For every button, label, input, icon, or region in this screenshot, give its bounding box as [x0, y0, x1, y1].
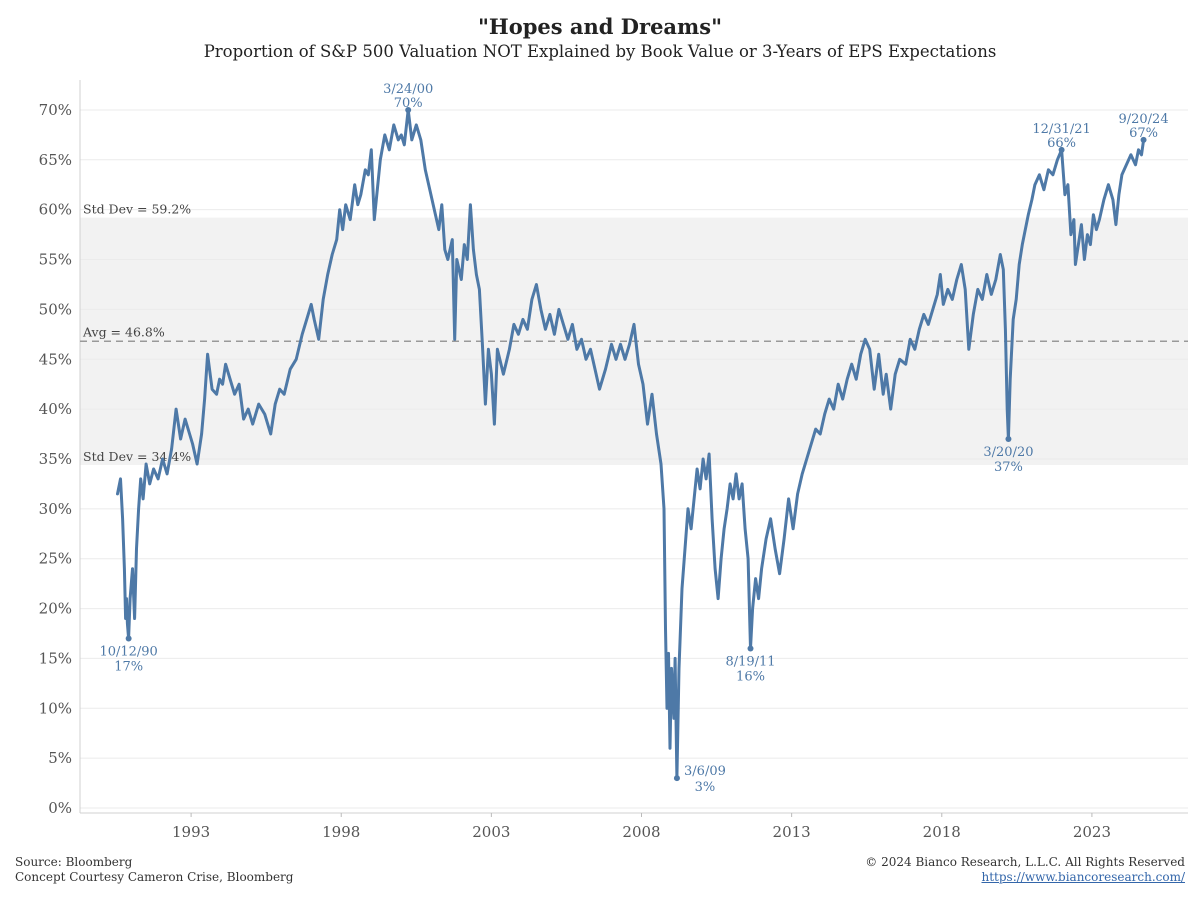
annotation-value: 17% — [114, 659, 143, 674]
y-tick-label: 20% — [39, 600, 72, 618]
annotation-date: 9/20/24 — [1118, 112, 1168, 127]
chart-subtitle: Proportion of S&P 500 Valuation NOT Expl… — [203, 42, 997, 61]
y-tick-label: 0% — [48, 799, 72, 817]
x-tick-label: 2003 — [472, 823, 510, 841]
y-tick-label: 55% — [39, 251, 72, 269]
annotation-value: 16% — [736, 669, 765, 684]
annotation-date: 3/20/20 — [983, 445, 1033, 460]
y-tick-label: 45% — [39, 350, 72, 368]
copyright-note: © 2024 Bianco Research, L.L.C. All Right… — [865, 855, 1185, 869]
annotation-marker — [405, 106, 412, 113]
annotation-marker — [673, 775, 680, 782]
x-tick-label: 1998 — [322, 823, 360, 841]
y-tick-label: 50% — [39, 300, 72, 318]
annotation-marker — [125, 635, 132, 642]
x-tick-label: 2023 — [1073, 823, 1111, 841]
y-tick-label: 70% — [39, 101, 72, 119]
y-tick-label: 65% — [39, 151, 72, 169]
x-tick-label: 1993 — [172, 823, 210, 841]
annotation-marker — [1140, 136, 1147, 143]
annotation-marker — [1058, 146, 1065, 153]
annotation-value: 67% — [1129, 126, 1158, 141]
y-tick-label: 35% — [39, 450, 72, 468]
y-tick-label: 60% — [39, 201, 72, 219]
y-tick-label: 30% — [39, 500, 72, 518]
annotation-date: 8/19/11 — [725, 654, 775, 669]
annotation-date: 10/12/90 — [99, 644, 157, 659]
source-note: Source: Bloomberg — [15, 855, 133, 869]
annotation-value: 3% — [695, 780, 716, 795]
std-dev-upper-label: Std Dev = 59.2% — [83, 202, 191, 217]
y-tick-label: 5% — [48, 749, 72, 767]
y-tick-label: 40% — [39, 400, 72, 418]
chart-title: "Hopes and Dreams" — [477, 14, 723, 39]
annotation-marker — [747, 645, 754, 652]
y-tick-label: 25% — [39, 550, 72, 568]
x-tick-label: 2008 — [622, 823, 660, 841]
series-line — [116, 108, 1146, 780]
annotation-date: 12/31/21 — [1032, 122, 1090, 137]
annotation-marker — [1005, 436, 1012, 443]
std-dev-lower-label: Std Dev = 34.4% — [83, 449, 191, 464]
y-tick-label: 10% — [39, 699, 72, 717]
annotation-value: 66% — [1047, 136, 1076, 151]
annotation-date: 3/6/09 — [684, 764, 726, 779]
x-tick-label: 2013 — [773, 823, 811, 841]
annotation-value: 37% — [994, 460, 1023, 475]
x-tick-label: 2018 — [923, 823, 961, 841]
annotation-date: 3/24/00 — [383, 82, 433, 97]
chart-svg: 0% 5% 10% 15% 20% 25% 30% 35% 40% 45% 50% 55% 60% 65%… — [39, 80, 1188, 841]
average-label: Avg = 46.8% — [82, 324, 165, 339]
concept-note: Concept Courtesy Cameron Crise, Bloomber… — [15, 870, 294, 884]
annotation-value: 70% — [394, 96, 423, 111]
y-tick-label: 15% — [39, 649, 72, 667]
website-link[interactable]: https://www.biancoresearch.com/ — [981, 870, 1185, 884]
